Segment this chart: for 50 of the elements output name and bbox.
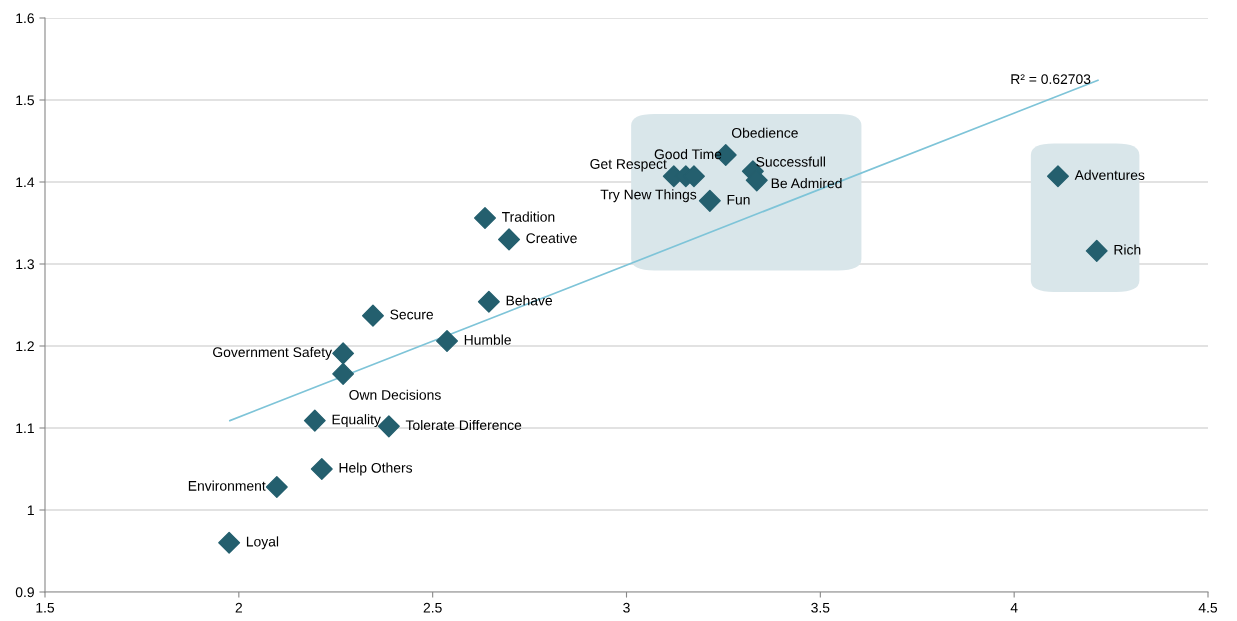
x-tick-label: 2.5 xyxy=(423,602,442,613)
annotation: Adventures xyxy=(1074,169,1145,180)
point xyxy=(1085,239,1108,262)
annotation: Obedience xyxy=(731,127,798,138)
annotation: Be Admired xyxy=(771,178,842,189)
point xyxy=(303,409,326,432)
annotation: Rich xyxy=(1114,244,1141,255)
point xyxy=(361,304,384,327)
point xyxy=(474,207,496,230)
point xyxy=(698,189,721,212)
annotation: Fun xyxy=(727,194,750,205)
annotation: Secure xyxy=(390,309,434,320)
y-tick-label: 1.1 xyxy=(16,423,34,434)
annotation: Environment xyxy=(188,480,266,491)
point xyxy=(218,531,241,554)
point xyxy=(1046,165,1069,188)
annotation: Loyal xyxy=(246,536,279,550)
y-tick-label: 1 xyxy=(27,505,34,516)
point xyxy=(332,362,355,385)
point xyxy=(310,458,333,480)
annotation: Equality xyxy=(332,414,381,428)
y-tick-label: 1.5 xyxy=(16,95,34,106)
annotation: R² = 0.62703 xyxy=(1011,74,1091,85)
annotation: Behave xyxy=(506,295,553,306)
x-tick-label: 4.5 xyxy=(1198,602,1218,613)
annotation: Successfull xyxy=(756,156,825,167)
point xyxy=(498,228,521,251)
point xyxy=(477,290,500,313)
point xyxy=(436,330,459,353)
annotation: Humble xyxy=(464,334,511,345)
annotation: Tolerate Difference xyxy=(405,419,522,431)
x-tick-label: 2 xyxy=(235,602,242,613)
annotation: Help Others xyxy=(339,462,413,476)
point xyxy=(332,342,355,365)
y-tick-label: 1.3 xyxy=(16,259,34,270)
x-tick-label: 3.5 xyxy=(811,602,830,613)
annotation: Creative xyxy=(526,232,577,244)
y-tick-label: 1.6 xyxy=(16,13,34,24)
point xyxy=(265,476,288,499)
y-tick-label: 0.9 xyxy=(15,587,34,598)
annotation: Try New Things xyxy=(600,189,697,203)
annotation: Get Respect xyxy=(590,159,667,172)
annotation: Government Safety xyxy=(213,346,332,360)
y-tick-label: 1.2 xyxy=(16,341,34,352)
x-tick-label: 1.5 xyxy=(36,602,55,613)
x-tick-label: 3 xyxy=(623,602,630,613)
x-tick-label: 4 xyxy=(1010,602,1018,613)
y-tick-label: 1.4 xyxy=(16,177,35,188)
annotation: Tradition xyxy=(501,211,555,222)
annotation: Own Decisions xyxy=(349,389,441,400)
